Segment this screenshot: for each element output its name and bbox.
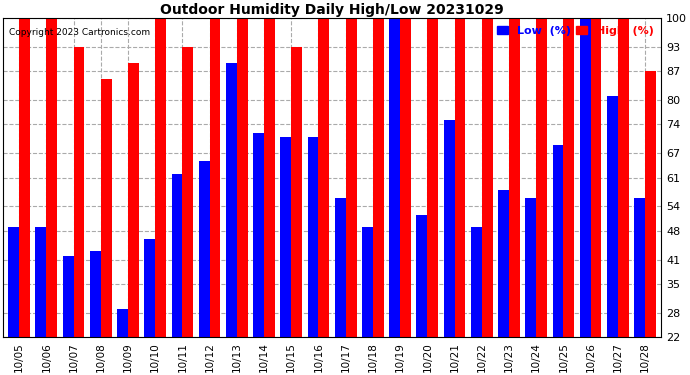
Bar: [35, 227, 46, 338]
Bar: [389, 18, 400, 338]
Bar: [482, 18, 493, 338]
Bar: [291, 46, 302, 338]
Bar: [280, 137, 291, 338]
Bar: [46, 18, 57, 338]
Bar: [101, 80, 112, 338]
Bar: [90, 252, 101, 338]
Bar: [580, 18, 591, 338]
Bar: [172, 174, 182, 338]
Bar: [509, 18, 520, 338]
Bar: [253, 133, 264, 338]
Bar: [19, 18, 30, 338]
Bar: [117, 309, 128, 338]
Bar: [210, 18, 221, 338]
Bar: [74, 46, 84, 338]
Bar: [417, 214, 427, 338]
Bar: [455, 18, 466, 338]
Bar: [444, 120, 455, 338]
Bar: [400, 18, 411, 338]
Bar: [471, 227, 482, 338]
Bar: [536, 18, 547, 338]
Bar: [335, 198, 346, 338]
Title: Outdoor Humidity Daily High/Low 20231029: Outdoor Humidity Daily High/Low 20231029: [160, 3, 504, 17]
Bar: [525, 198, 536, 338]
Bar: [346, 18, 357, 338]
Bar: [618, 18, 629, 338]
Text: Copyright 2023 Cartronics.com: Copyright 2023 Cartronics.com: [10, 27, 150, 36]
Legend: Low  (%), High  (%): Low (%), High (%): [495, 24, 656, 38]
Bar: [498, 190, 509, 338]
Bar: [63, 255, 74, 338]
Bar: [144, 239, 155, 338]
Bar: [427, 18, 438, 338]
Bar: [319, 18, 329, 338]
Bar: [591, 18, 602, 338]
Bar: [607, 96, 618, 338]
Bar: [634, 198, 645, 338]
Bar: [128, 63, 139, 338]
Bar: [553, 145, 564, 338]
Bar: [237, 18, 248, 338]
Bar: [308, 137, 319, 338]
Bar: [155, 18, 166, 338]
Bar: [564, 18, 574, 338]
Bar: [199, 161, 210, 338]
Bar: [362, 227, 373, 338]
Bar: [373, 18, 384, 338]
Bar: [182, 46, 193, 338]
Bar: [226, 63, 237, 338]
Bar: [645, 71, 656, 338]
Bar: [264, 18, 275, 338]
Bar: [8, 227, 19, 338]
